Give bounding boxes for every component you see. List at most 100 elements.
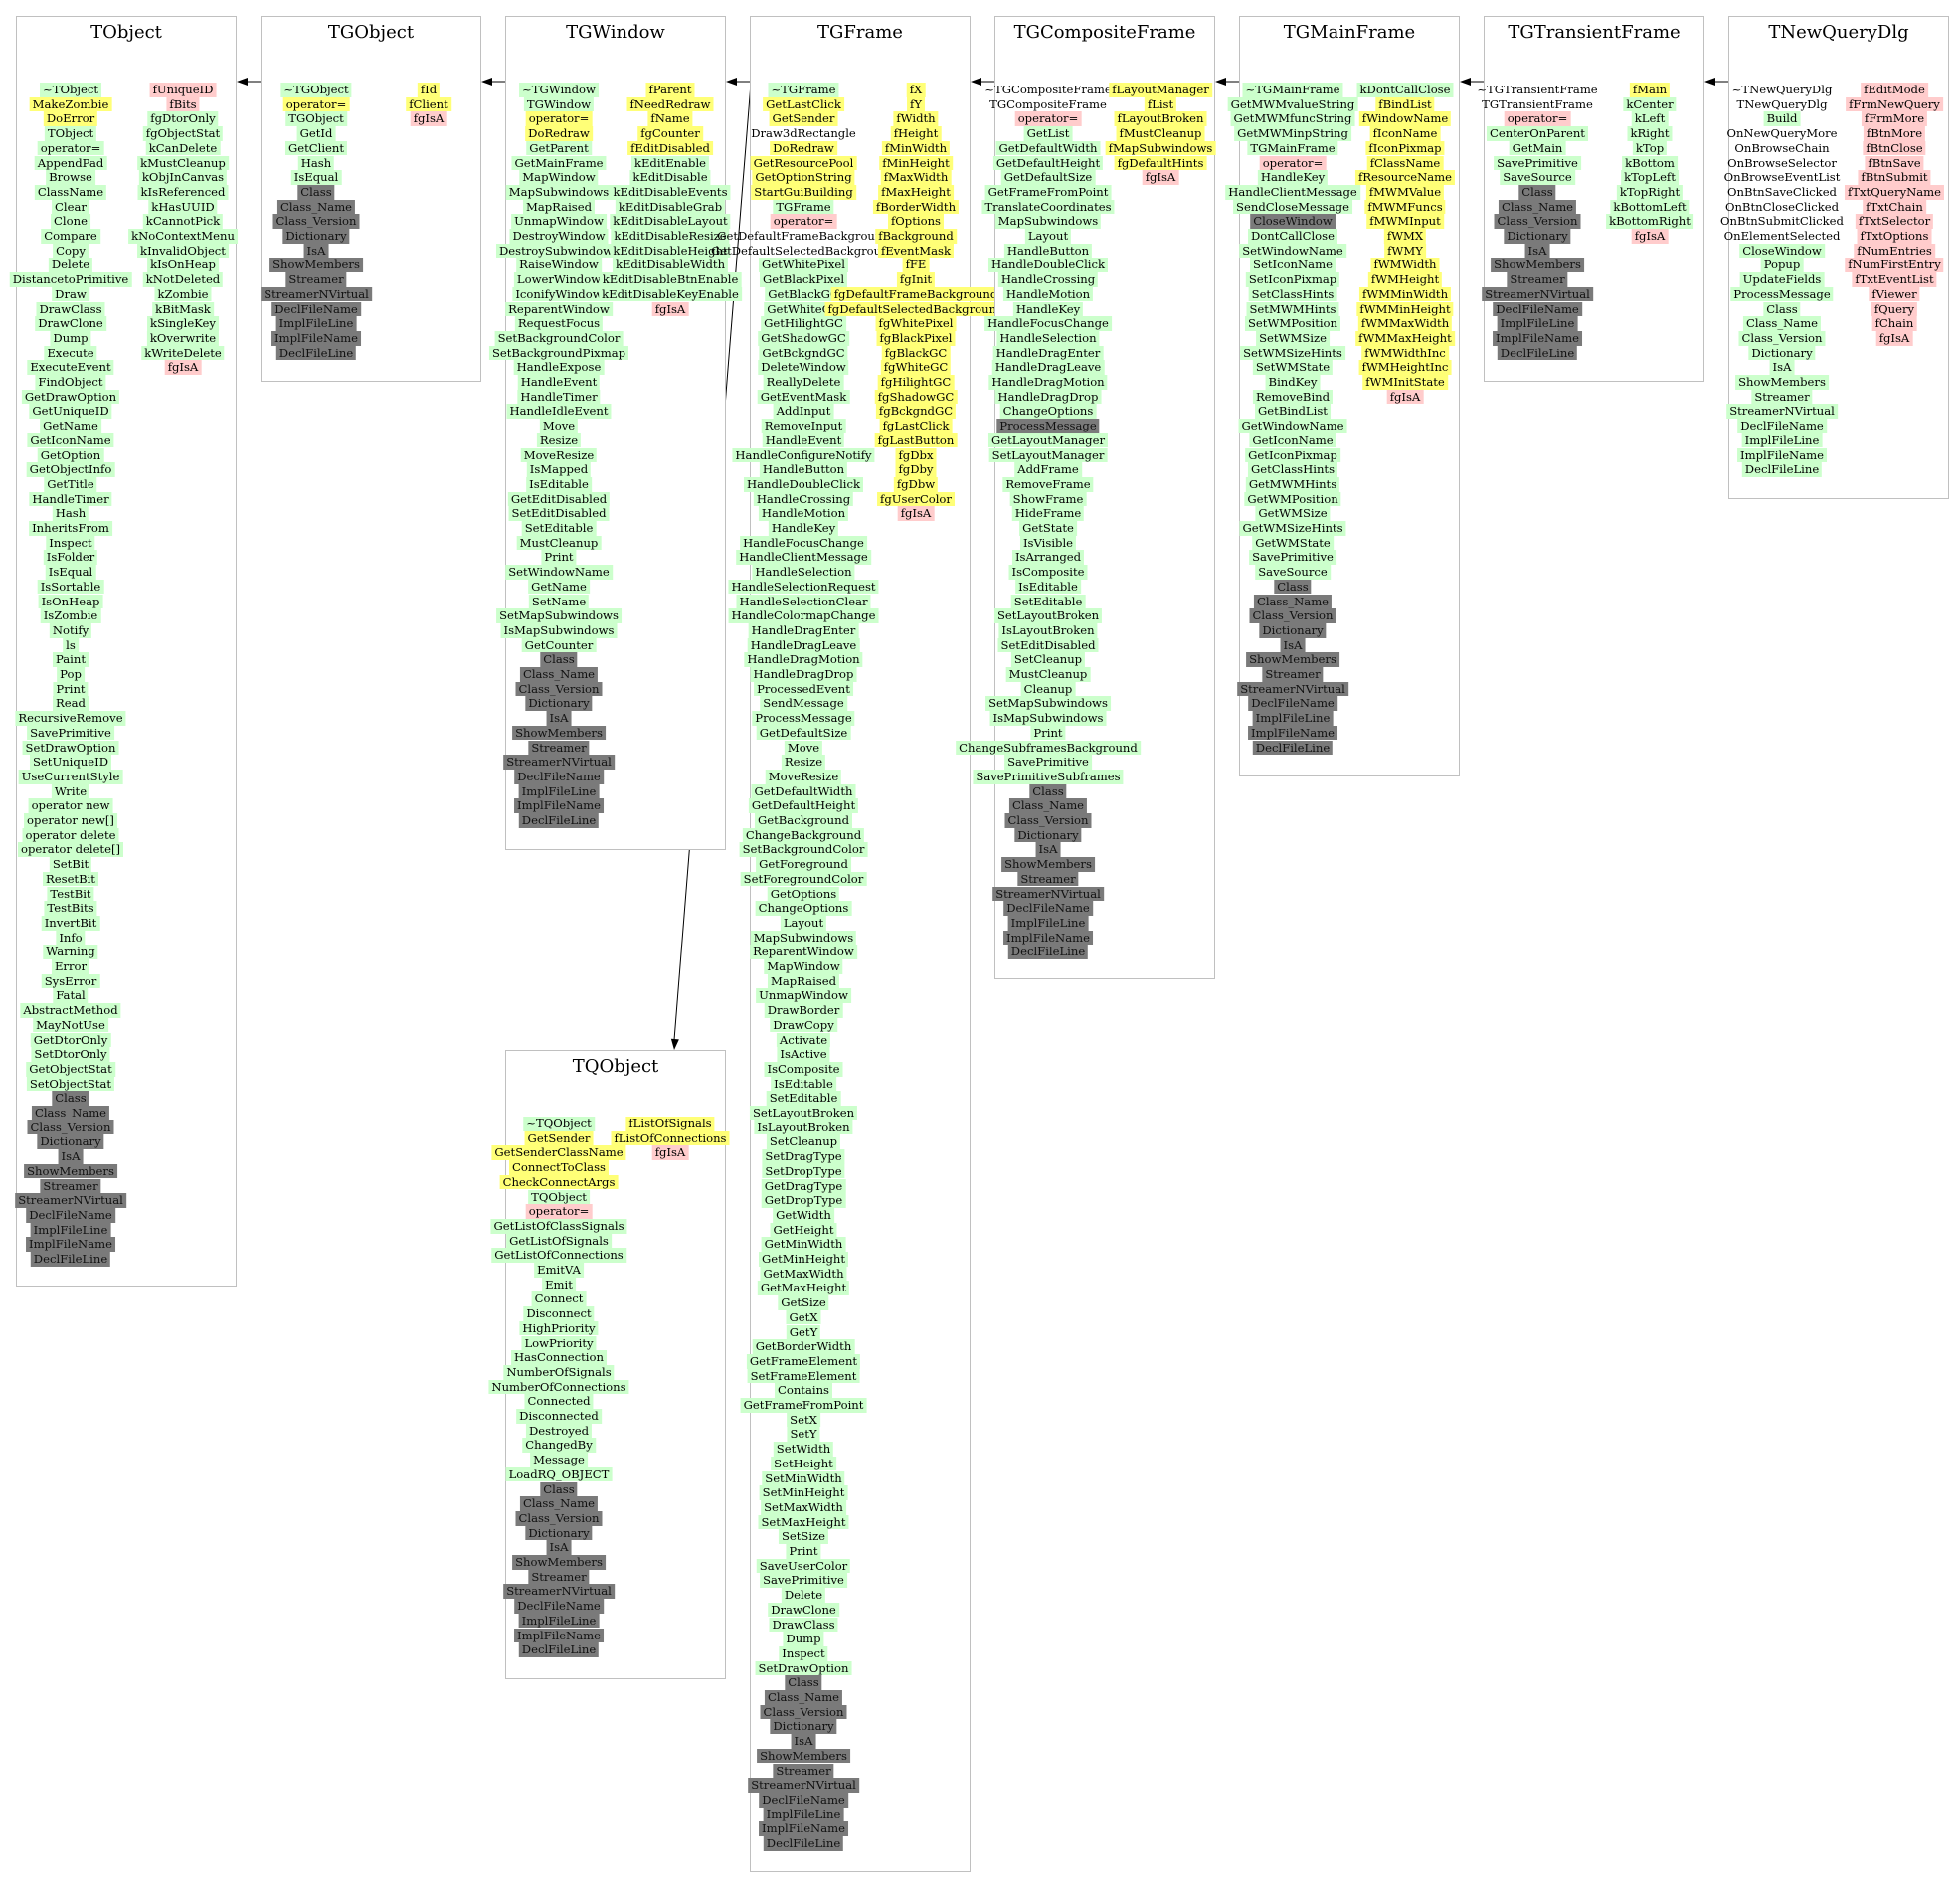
method-item: TGObject bbox=[285, 111, 347, 127]
method-item: DeclFileLine bbox=[518, 1642, 600, 1657]
member-item: kNoContextMenu bbox=[128, 229, 238, 244]
method-item: DeclFileName bbox=[26, 1207, 115, 1223]
member-item: fWMMaxHeight bbox=[1355, 330, 1455, 346]
class-title: TGMainFrame bbox=[1283, 22, 1416, 43]
method-item: SetMapSubwindows bbox=[985, 696, 1111, 712]
method-item: DeclFileName bbox=[514, 1599, 604, 1614]
method-item: HandleFocusChange bbox=[984, 316, 1112, 331]
method-item: ProcessMessage bbox=[752, 711, 855, 726]
method-item: Execute bbox=[44, 345, 97, 361]
member-item: kCanDelete bbox=[145, 140, 221, 156]
method-item: ImplFileName bbox=[759, 1821, 848, 1836]
method-item: IsA bbox=[58, 1149, 84, 1164]
member-item: fOptions bbox=[888, 214, 944, 229]
member-item: fgHilightGC bbox=[877, 375, 955, 390]
method-item: StreamerNVirtual bbox=[503, 1584, 615, 1600]
method-item: DrawBorder bbox=[764, 1003, 843, 1018]
method-item: Destroyed bbox=[525, 1423, 593, 1439]
member-item: fgObjectStat bbox=[142, 126, 224, 141]
method-item: Class_Version bbox=[515, 1510, 603, 1526]
method-item: operator delete bbox=[22, 827, 119, 843]
method-item: NumberOfSignals bbox=[503, 1364, 615, 1380]
method-item: GetHilightGC bbox=[761, 316, 846, 331]
member-item: fWMMaxWidth bbox=[1357, 316, 1453, 331]
member-item: fClient bbox=[406, 96, 451, 112]
method-item: Popup bbox=[1760, 258, 1804, 273]
member-item: fNumEntries bbox=[1854, 243, 1935, 258]
method-item: Dictionary bbox=[1259, 622, 1327, 638]
member-item: fgLastButton bbox=[874, 432, 958, 448]
method-item: Move bbox=[539, 419, 579, 433]
arrow-tnewquerydlg-to-tgtransientframe-head bbox=[1704, 78, 1715, 86]
member-item: fgShadowGC bbox=[874, 389, 958, 405]
method-item: GetList bbox=[1023, 126, 1073, 141]
method-item: HandleDragLeave bbox=[991, 360, 1105, 375]
member-item: fViewer bbox=[1869, 286, 1920, 302]
method-item: operator= bbox=[1014, 111, 1082, 127]
member-item: fgIsA bbox=[410, 111, 447, 127]
method-item: GetWMPosition bbox=[1244, 491, 1341, 507]
method-item: Class_Version bbox=[760, 1704, 847, 1720]
member-item: fList bbox=[1144, 96, 1177, 112]
member-item: fBtnSubmit bbox=[1858, 170, 1931, 185]
method-item: ChangedBy bbox=[522, 1438, 596, 1454]
method-item: IsA bbox=[1769, 360, 1795, 375]
method-item: ImplFileLine bbox=[518, 1613, 600, 1629]
method-item: ResetBit bbox=[43, 871, 98, 887]
member-item: fWMX bbox=[1383, 229, 1427, 244]
member-item: kHasUUID bbox=[148, 199, 218, 215]
member-item: fgDefaultFrameBackground bbox=[830, 286, 1001, 302]
member-item: fgUserColor bbox=[877, 491, 955, 507]
method-item: ReparentWindow bbox=[750, 945, 857, 959]
method-item: ShowMembers bbox=[757, 1748, 850, 1764]
member-item: fTxtEventList bbox=[1852, 272, 1937, 287]
method-item: ImplFileName bbox=[26, 1237, 115, 1252]
method-item: operator= bbox=[282, 96, 350, 112]
method-item: MapSubwindows bbox=[750, 930, 857, 946]
method-item: Class_Version bbox=[515, 681, 603, 697]
method-item: GetMWMfuncString bbox=[1230, 111, 1355, 127]
method-item: operator= bbox=[1504, 111, 1571, 127]
method-item: GetY bbox=[786, 1324, 821, 1340]
method-item: IsMapped bbox=[526, 462, 592, 477]
method-item: SetLayoutBroken bbox=[993, 608, 1103, 623]
method-item: SetObjectStat bbox=[26, 1076, 115, 1092]
method-item: SaveSource bbox=[1255, 565, 1331, 580]
method-item: SetSize bbox=[778, 1529, 829, 1544]
method-item: HandleFocusChange bbox=[740, 535, 867, 551]
method-item: ~TGCompositeFrame bbox=[984, 83, 1112, 96]
method-item: SetClassHints bbox=[1248, 286, 1337, 302]
method-item: MapSubwindows bbox=[994, 214, 1102, 229]
method-item: Dictionary bbox=[1014, 827, 1082, 843]
method-item: Clear bbox=[52, 199, 89, 215]
method-item: MoveResize bbox=[765, 769, 842, 784]
method-item: Class_Name bbox=[764, 1690, 843, 1705]
method-item: Class bbox=[785, 1675, 822, 1690]
method-item: HandleTimer bbox=[517, 389, 601, 405]
member-item: kEditDisableBtnEnable bbox=[599, 272, 742, 287]
method-item: ImplFileName bbox=[1737, 447, 1827, 463]
method-item: SavePrimitive bbox=[1494, 155, 1581, 171]
method-item: SavePrimitive bbox=[27, 725, 114, 741]
method-item: GetLastClick bbox=[763, 96, 844, 112]
member-item: fgDefaultSelectedBackground bbox=[824, 301, 1007, 317]
method-item: IsMapSubwindows bbox=[500, 622, 618, 638]
method-item: Emit bbox=[542, 1277, 576, 1292]
method-item: SetWMPosition bbox=[1244, 316, 1341, 331]
method-item: SetEditDisabled bbox=[508, 506, 610, 521]
method-item: DoRedraw bbox=[770, 140, 837, 156]
method-item: HandleColormapChange bbox=[728, 608, 879, 623]
method-item: IsEditable bbox=[526, 476, 592, 492]
method-item: Pop bbox=[57, 667, 85, 682]
method-item: ~TQObject bbox=[523, 1117, 595, 1131]
method-item: ProcessMessage bbox=[996, 419, 1100, 433]
method-item: IsVisible bbox=[1019, 535, 1077, 551]
member-item: fgDefaultHints bbox=[1114, 155, 1207, 171]
member-item: fgDtorOnly bbox=[147, 111, 219, 127]
method-item: Dictionary bbox=[1748, 345, 1816, 361]
method-item: Class_Version bbox=[27, 1119, 114, 1135]
member-item: kTopLeft bbox=[1621, 170, 1679, 185]
method-item: SetForegroundColor bbox=[740, 871, 867, 887]
method-item: ImplFileLine bbox=[1497, 316, 1578, 331]
method-item: MapSubwindows bbox=[505, 184, 613, 200]
